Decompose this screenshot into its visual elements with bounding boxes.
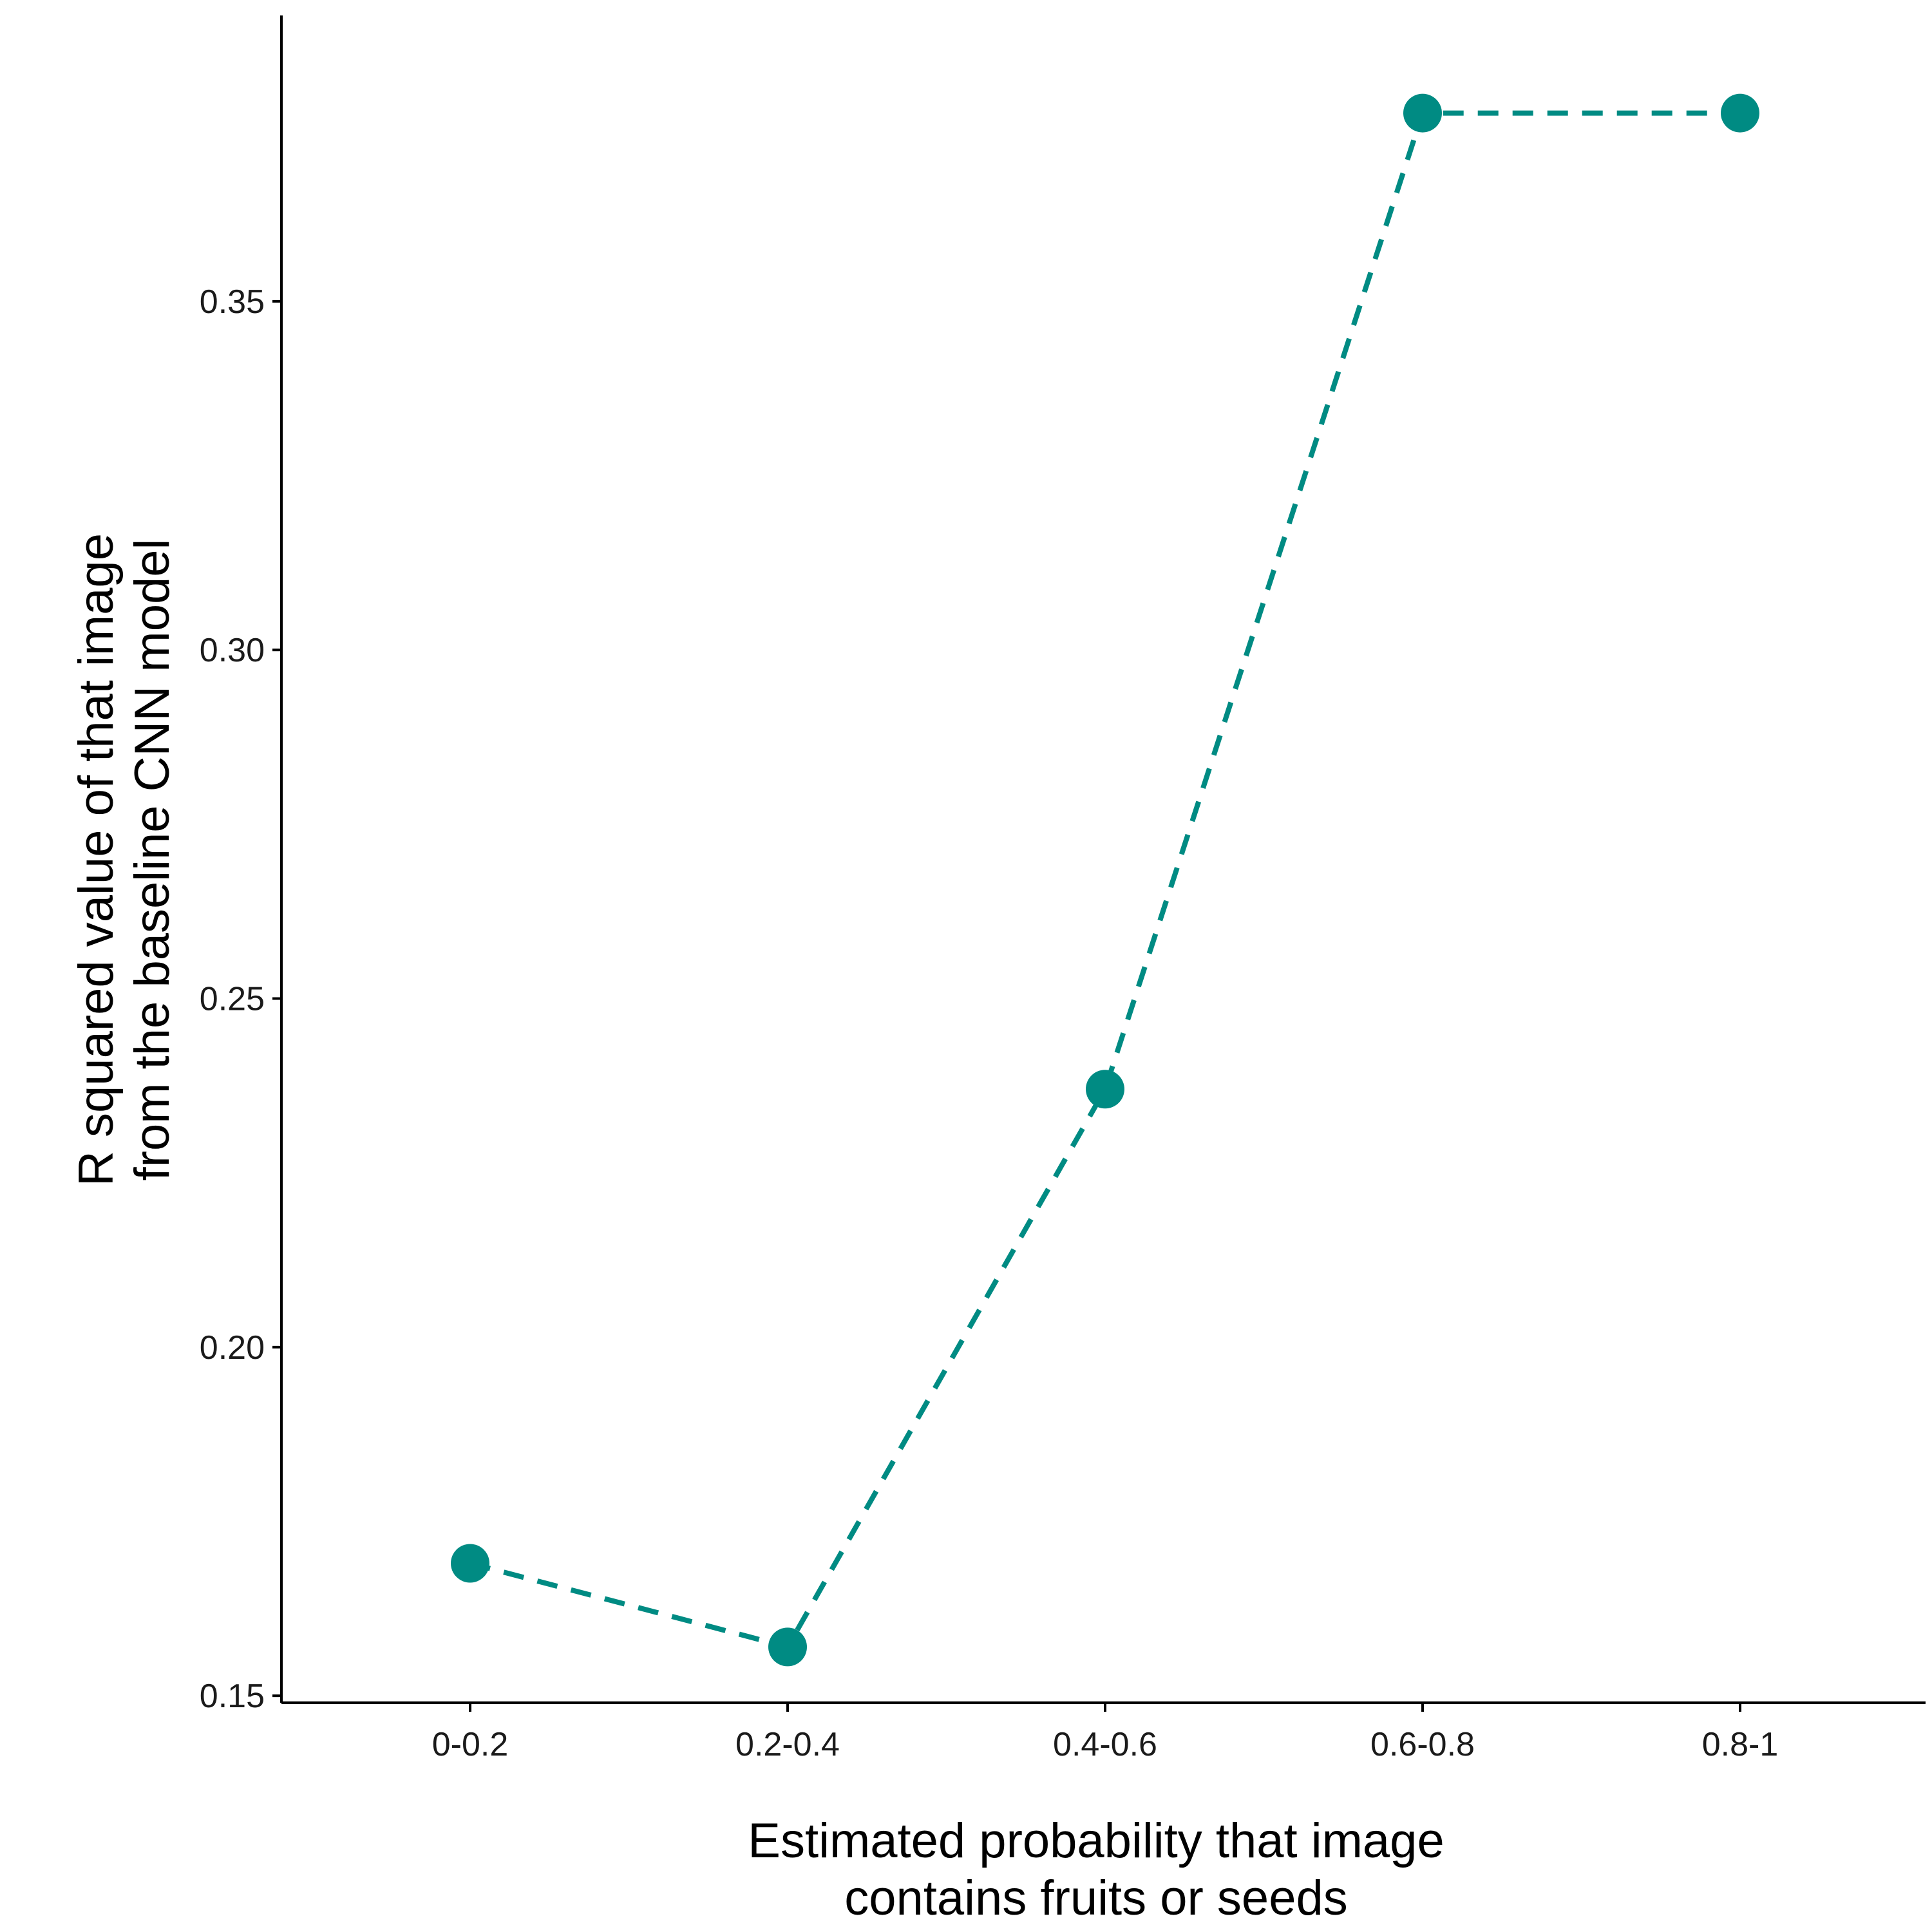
y-tick-label: 0.30 [200, 632, 265, 669]
x-tick-label: 0.4-0.6 [1053, 1726, 1157, 1763]
x-axis-title-line-1: Estimated probability that image [748, 1814, 1444, 1868]
y-tick-label: 0.20 [200, 1329, 265, 1367]
x-tick-label: 0.8-1 [1702, 1726, 1779, 1763]
data-point [1086, 1070, 1124, 1109]
x-axis-title-line-2: contains fruits or seeds [844, 1871, 1348, 1926]
series-line [469, 110, 1740, 1651]
y-axis-title-line-2: from the baseline CNN model [125, 539, 180, 1181]
y-tick-label: 0.25 [200, 981, 265, 1018]
y-axis-title-line-1: R squared value of that image [69, 533, 124, 1186]
y-axis-ticks: 0.15 0.20 0.25 0.30 0.35 [200, 283, 281, 1715]
x-tick-label: 0.6-0.8 [1370, 1726, 1475, 1763]
x-axis-ticks: 0-0.2 0.2-0.4 0.4-0.6 0.6-0.8 0.8-1 [432, 1703, 1779, 1763]
y-tick-label: 0.35 [200, 283, 265, 321]
x-tick-label: 0.2-0.4 [735, 1726, 840, 1763]
data-point [451, 1544, 489, 1583]
series-points [451, 93, 1759, 1667]
x-tick-label: 0-0.2 [432, 1726, 509, 1763]
data-point [1721, 93, 1759, 133]
y-tick-label: 0.15 [200, 1678, 265, 1715]
data-point [768, 1627, 807, 1667]
data-point [1403, 93, 1442, 133]
